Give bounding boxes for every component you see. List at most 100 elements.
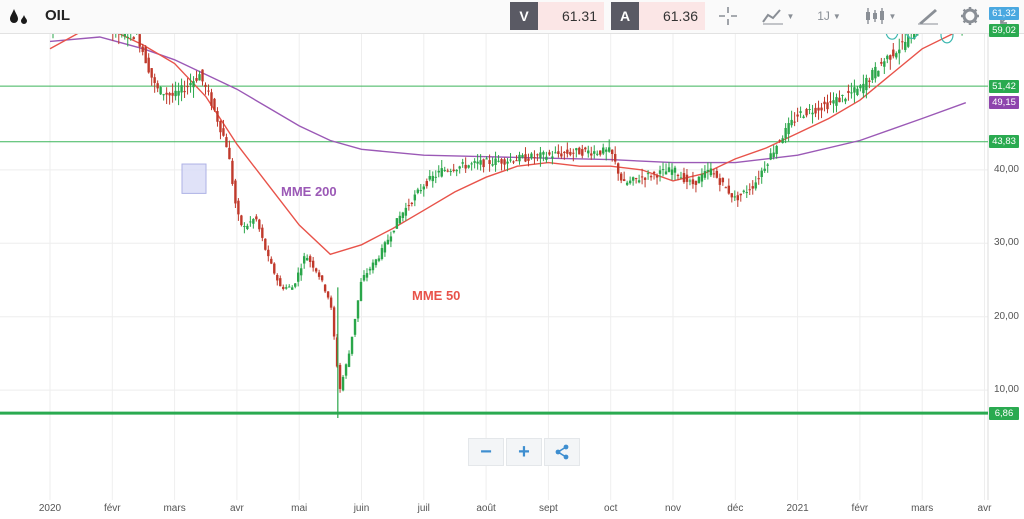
candle-body [536, 154, 539, 156]
candle-body [407, 205, 411, 207]
candle-body [796, 114, 799, 117]
candle-body [619, 173, 623, 181]
settings-button[interactable] [954, 2, 986, 30]
candle-body [347, 353, 351, 367]
candle-body [793, 121, 796, 123]
candle-style-button[interactable]: ▼ [860, 2, 900, 30]
candle-body [829, 101, 832, 103]
share-button[interactable] [544, 438, 580, 466]
bid-value[interactable]: 61.31 [538, 2, 604, 30]
candle-body [718, 178, 722, 185]
candle-body [353, 318, 357, 335]
x-tick-label: mars [163, 503, 186, 514]
candle-body [476, 161, 479, 164]
candle-body [730, 193, 734, 198]
candle-body [748, 189, 751, 191]
candle-body [661, 169, 665, 171]
candle-body [365, 273, 369, 278]
candle-body [285, 287, 288, 289]
drawing-tools-button[interactable] [912, 2, 944, 30]
candle-body [754, 182, 757, 189]
candle-body [491, 164, 494, 166]
candle-body [904, 41, 907, 50]
candle-body [581, 149, 584, 156]
candle-body [868, 80, 871, 82]
candle-body [721, 177, 725, 183]
candle-body [841, 94, 844, 96]
candle-body [234, 180, 237, 204]
candle-body [751, 186, 754, 189]
ask-value[interactable]: 61.36 [639, 2, 705, 30]
x-tick-label: nov [664, 503, 682, 514]
ask-tag[interactable]: A [611, 2, 639, 30]
candle-body [533, 157, 536, 159]
candle-body [835, 97, 838, 106]
candle-body [183, 90, 186, 93]
candle-body [228, 147, 231, 160]
candle-body [482, 159, 485, 168]
candle-body [243, 226, 246, 228]
candle-body [386, 239, 390, 245]
candle-body [452, 169, 455, 171]
candle-body [856, 88, 859, 95]
support-touch-marker [905, 34, 919, 40]
candle-body [775, 145, 778, 155]
candle-body [422, 186, 425, 190]
candle-body [279, 278, 282, 287]
candlestick-icon [865, 8, 884, 24]
candle-body [198, 74, 201, 81]
instrument-symbol: OIL [45, 7, 70, 24]
zoom-out-button[interactable]: − [468, 438, 504, 466]
candle-body [649, 176, 653, 178]
candle-body [494, 158, 497, 166]
candle-body [210, 92, 213, 106]
timeframe-button[interactable]: 1J ▼ [812, 2, 846, 30]
bid-tag[interactable]: V [510, 2, 538, 30]
candle-body [216, 111, 219, 122]
candle-body [380, 248, 384, 259]
candle-body [171, 92, 174, 96]
candle-body [578, 147, 581, 155]
candle-body [374, 259, 378, 266]
candle-body [410, 202, 414, 205]
candle-body [530, 153, 533, 159]
candle-body [769, 153, 772, 160]
candle-body [814, 107, 817, 114]
price-tag: 49,15 [989, 96, 1019, 110]
candle-body [790, 119, 793, 126]
candle-body [323, 284, 327, 292]
chart-type-button[interactable]: ▼ [758, 2, 798, 30]
price-chart[interactable] [0, 34, 1024, 519]
candle-body [625, 182, 629, 185]
zoom-in-button[interactable]: + [506, 438, 542, 466]
candle-body [560, 153, 563, 157]
candle-body [168, 93, 171, 96]
candle-body [195, 78, 198, 81]
crosshair-button[interactable] [712, 2, 744, 30]
candle-body [434, 176, 437, 178]
candle-body [473, 161, 476, 163]
candle-body [291, 287, 294, 290]
candle-body [126, 36, 129, 39]
candle-body [590, 153, 593, 156]
candle-body [682, 173, 686, 183]
candle-body [509, 159, 512, 161]
y-tick-label: 30,00 [993, 237, 1019, 249]
candle-body [350, 336, 354, 354]
candle-body [189, 83, 192, 86]
y-tick-label: 40,00 [993, 163, 1019, 175]
candle-body [539, 152, 542, 159]
candle-body [368, 268, 372, 271]
candle-body [886, 55, 889, 60]
candle-body [371, 262, 375, 271]
candle-body [709, 168, 713, 176]
candle-body [907, 35, 910, 47]
candle-body [338, 364, 342, 389]
candle-body [156, 83, 159, 89]
candle-body [727, 185, 731, 194]
candle-body [201, 69, 204, 82]
line-chart-icon [761, 9, 783, 25]
x-tick-label: févr [103, 503, 121, 514]
candle-body [150, 68, 153, 78]
